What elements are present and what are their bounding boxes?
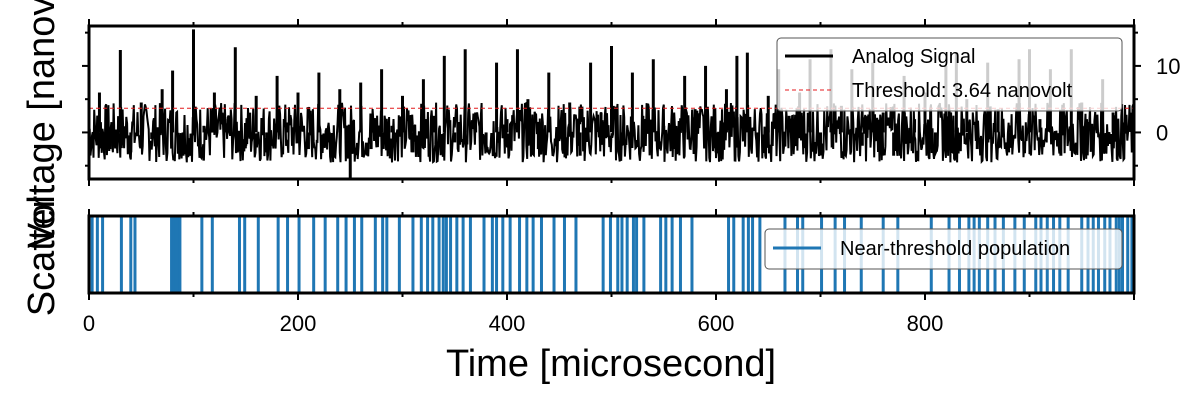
signal-y-tick-label: 10 (1156, 54, 1180, 79)
legend-threshold-label: Threshold: 3.64 nanovolt (852, 80, 1073, 102)
legend-signal-label: Analog Signal (852, 46, 975, 68)
signal-y-axis-label: Voltage [nanovolt] (21, 0, 63, 248)
scatter-y-axis-label: Scatter (21, 195, 63, 316)
scatter-panel: 0 200 400 600 800 Near-threshold population (83, 209, 1136, 336)
signal-noise-trace (88, 101, 1135, 165)
scatter-x-tick-label: 0 (83, 311, 95, 336)
scatter-axes-frame (87, 214, 1136, 295)
scatter-x-tick-label: 400 (489, 311, 526, 336)
x-axis-label: Time [microsecond] (446, 343, 776, 385)
legend-population-label: Near-threshold population (840, 238, 1070, 260)
scatter-x-tick-label: 200 (280, 311, 317, 336)
scatter-x-tick-label: 800 (907, 311, 944, 336)
signal-legend-box (776, 37, 1123, 112)
signal-y-tick-label: 0 (1156, 120, 1168, 145)
signal-panel: 0 10 Analog Signal Threshold: 3.64 nanovo… (82, 19, 1180, 186)
scatter-x-tick-label: 600 (698, 311, 735, 336)
signal-axes-frame (87, 24, 1136, 181)
scatter-legend-box (764, 228, 1123, 270)
scatter-legend: Near-threshold population (764, 228, 1123, 270)
signal-legend: Analog Signal Threshold: 3.64 nanovolt (776, 37, 1123, 112)
